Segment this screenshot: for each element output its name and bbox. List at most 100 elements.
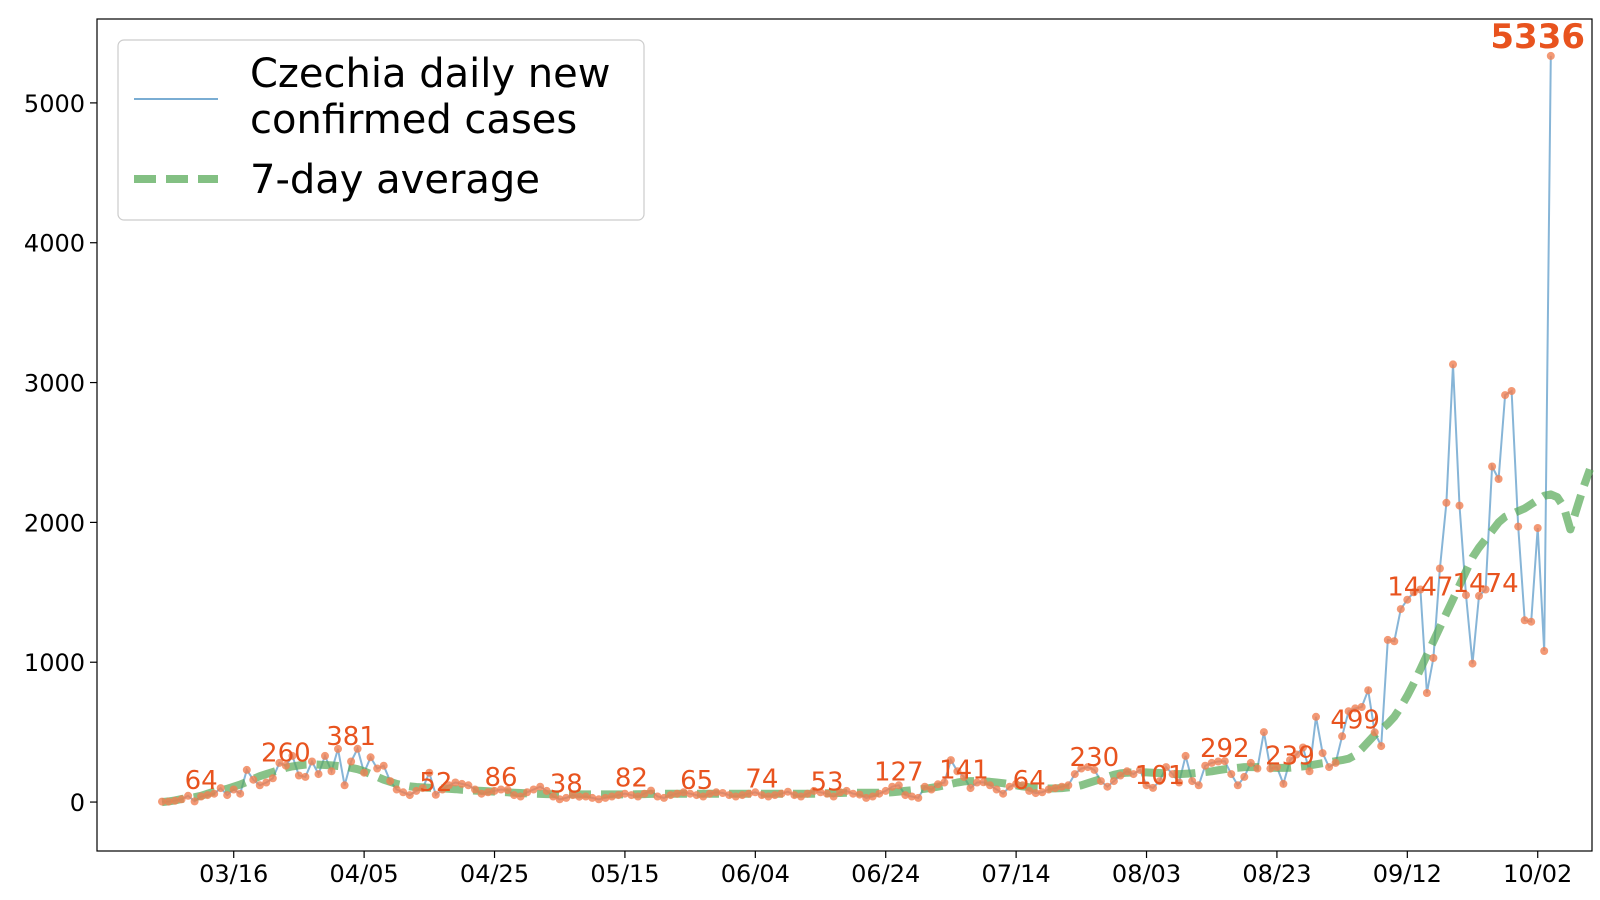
daily-marker <box>1481 585 1490 594</box>
daily-marker <box>158 797 166 806</box>
daily-marker <box>894 781 903 790</box>
y-tick-label: 5000 <box>24 90 85 118</box>
daily-marker <box>1429 654 1438 662</box>
x-tick-label: 04/25 <box>460 860 529 888</box>
daily-marker <box>705 789 714 798</box>
daily-marker <box>210 789 219 798</box>
daily-marker <box>1527 617 1536 626</box>
x-axis: 03/16 04/05 04/25 05/15 06/04 06/24 07/14 08/03… <box>199 851 1572 888</box>
daily-marker <box>686 789 695 798</box>
daily-marker <box>620 789 629 798</box>
daily-marker <box>1390 637 1399 646</box>
daily-marker <box>503 786 512 794</box>
daily-marker <box>1272 763 1281 772</box>
daily-marker <box>1540 647 1549 655</box>
daily-marker <box>1501 391 1510 400</box>
daily-marker <box>555 795 564 804</box>
data-label: 141 <box>939 755 989 785</box>
daily-marker <box>1227 770 1236 779</box>
daily-marker <box>412 786 421 795</box>
daily-marker <box>640 789 649 798</box>
daily-marker <box>510 791 519 800</box>
daily-marker <box>614 791 623 800</box>
daily-marker <box>855 790 864 799</box>
daily-marker <box>490 786 499 795</box>
daily-marker <box>764 792 773 801</box>
data-label: 38 <box>550 770 583 800</box>
data-label: 260 <box>261 739 311 769</box>
daily-marker <box>1162 763 1171 772</box>
daily-marker <box>1455 501 1464 510</box>
x-tick-label: 08/23 <box>1242 860 1311 888</box>
data-label: 74 <box>745 765 778 795</box>
daily-marker <box>1136 765 1144 774</box>
daily-marker <box>757 791 766 800</box>
daily-marker <box>451 778 460 787</box>
data-label: 239 <box>1265 742 1315 772</box>
daily-marker <box>862 793 871 802</box>
daily-marker <box>484 788 492 797</box>
daily-marker <box>627 791 636 800</box>
daily-marker <box>242 765 251 774</box>
daily-marker <box>444 781 453 790</box>
y-axis: 0 1000 2000 3000 4000 5000 <box>24 90 97 817</box>
daily-marker <box>992 785 1001 794</box>
daily-marker <box>829 792 838 801</box>
data-label: 5336 <box>1490 17 1585 57</box>
daily-marker <box>1338 732 1347 741</box>
daily-marker <box>249 775 258 784</box>
daily-marker <box>581 792 590 801</box>
daily-marker <box>1546 51 1555 60</box>
daily-marker <box>744 789 753 798</box>
data-label: 292 <box>1200 734 1250 764</box>
daily-marker <box>836 788 845 797</box>
daily-marker <box>1005 782 1014 791</box>
daily-marker <box>373 764 382 773</box>
daily-marker <box>842 786 851 795</box>
legend-box <box>117 39 645 221</box>
daily-marker <box>1214 757 1223 766</box>
daily-marker <box>523 788 532 797</box>
daily-marker <box>999 789 1008 798</box>
daily-marker <box>647 786 655 795</box>
daily-marker <box>797 792 805 801</box>
x-tick-label: 04/05 <box>330 860 399 888</box>
daily-marker <box>1422 689 1431 697</box>
daily-marker <box>1331 758 1340 767</box>
daily-marker <box>360 768 369 777</box>
daily-marker <box>1051 784 1060 793</box>
x-tick-label: 06/24 <box>851 860 920 888</box>
daily-marker <box>1044 785 1053 794</box>
daily-marker <box>881 786 890 795</box>
daily-marker <box>770 791 779 800</box>
daily-marker <box>229 785 238 794</box>
x-tick-label: 10/02 <box>1503 860 1572 888</box>
daily-marker <box>946 756 955 765</box>
data-label: 381 <box>326 722 376 752</box>
data-label: 1474 <box>1452 569 1518 599</box>
daily-marker <box>1383 635 1392 644</box>
x-tick-label: 07/14 <box>982 860 1051 888</box>
daily-marker <box>1233 781 1242 790</box>
daily-marker <box>575 792 584 801</box>
y-tick-label: 3000 <box>24 370 85 398</box>
daily-marker <box>1351 704 1360 713</box>
data-label: 64 <box>1013 766 1046 796</box>
daily-marker <box>1188 777 1197 786</box>
daily-marker <box>1514 522 1523 531</box>
daily-marker <box>177 795 186 804</box>
daily-marker <box>1357 703 1366 711</box>
data-label: 82 <box>615 764 648 794</box>
daily-marker <box>1246 758 1255 767</box>
daily-marker <box>986 781 994 790</box>
daily-marker <box>1279 779 1288 788</box>
daily-marker <box>653 792 662 801</box>
daily-marker <box>783 787 792 796</box>
daily-marker <box>868 792 877 801</box>
daily-marker <box>431 790 440 799</box>
daily-marker <box>275 758 284 767</box>
legend-label-daily-line-2: confirmed cases <box>250 97 577 143</box>
daily-marker <box>1012 779 1021 788</box>
daily-marker <box>327 767 336 776</box>
daily-marker <box>1507 387 1516 395</box>
